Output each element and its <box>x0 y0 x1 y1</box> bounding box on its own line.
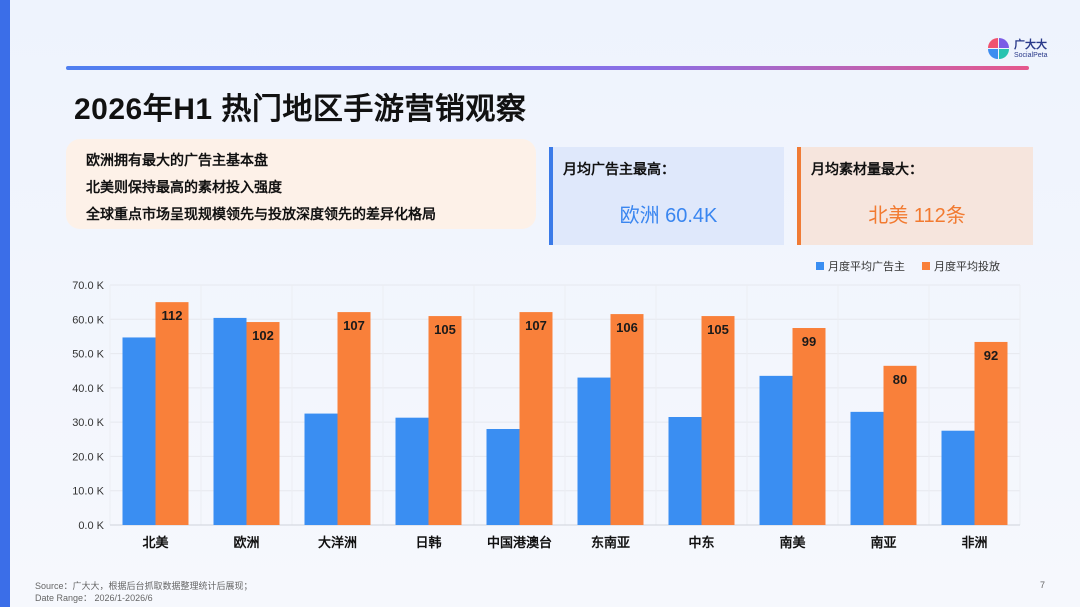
stat-card-advertisers: 月均广告主最高： 欧洲 60.4K <box>549 147 784 245</box>
bar-advertisers <box>577 377 611 525</box>
x-category-label: 北美 <box>142 535 169 550</box>
bar-data-label: 92 <box>984 348 998 363</box>
stat-card-creatives: 月均素材量最大： 北美 112条 <box>797 147 1033 245</box>
y-tick-label: 50.0 K <box>72 349 104 361</box>
x-category-label: 东南亚 <box>591 535 630 550</box>
stat-label-creatives: 月均素材量最大： <box>811 161 923 177</box>
socialpeta-logo-icon <box>988 38 1010 60</box>
summary-line-3: 全球重点市场呈现规模领先与投放深度领先的差异化格局 <box>86 206 436 222</box>
bar-data-label: 102 <box>252 328 274 343</box>
bar-creatives <box>155 302 189 525</box>
bar-creatives <box>792 328 826 525</box>
y-tick-label: 10.0 K <box>72 486 104 498</box>
bar-advertisers <box>668 417 702 525</box>
bar-data-label: 107 <box>343 318 365 333</box>
left-accent-bar <box>0 0 10 607</box>
x-category-label: 中东 <box>688 535 714 550</box>
bar-data-label: 80 <box>893 372 907 387</box>
x-category-label: 中国港澳台 <box>487 535 552 550</box>
y-tick-label: 30.0 K <box>72 417 104 429</box>
bar-advertisers <box>486 429 520 525</box>
y-tick-label: 40.0 K <box>72 383 104 395</box>
stat-value-advertisers: 欧洲 60.4K <box>619 205 718 227</box>
date-range-note: Date Range： 2026/1-2026/6 <box>35 593 153 603</box>
bar-data-label: 105 <box>707 322 729 337</box>
brand-logo-group: 广大大 SocialPeta <box>988 38 1047 60</box>
page-title: 2026年H1 热门地区手游营销观察 <box>74 93 527 126</box>
x-category-label: 大洋洲 <box>318 535 357 550</box>
bar-creatives <box>974 341 1008 525</box>
y-tick-label: 0.0 K <box>78 520 104 532</box>
bar-advertisers <box>850 411 884 525</box>
stat-label-advertisers: 月均广告主最高： <box>563 161 675 177</box>
summary-box: 欧洲拥有最大的广告主基本盘 北美则保持最高的素材投入强度 全球重点市场呈现规模领… <box>66 139 536 229</box>
bar-chart: 0.0 K 10.0 K 20.0 K 30.0 K 40.0 K 50.0 K 60.0 … <box>0 250 1080 560</box>
bar-chart-svg: 0.0 K 10.0 K 20.0 K 30.0 K 40.0 K 50.0 K 60.0 … <box>72 259 1021 550</box>
brand-name-cn: 广大大 <box>1014 38 1047 51</box>
x-category-label: 南美 <box>779 535 806 550</box>
bar-advertisers <box>759 375 793 525</box>
bar-creatives <box>337 312 371 525</box>
x-category-label: 日韩 <box>415 535 441 550</box>
page-number: 7 <box>1040 580 1046 590</box>
bar-data-label: 112 <box>162 308 183 323</box>
bar-data-label: 105 <box>434 322 456 337</box>
source-note: Source：广大大，根据后台抓取数据整理统计后展现； <box>35 581 253 591</box>
legend-label-advertisers: 月度平均广告主 <box>828 259 905 273</box>
legend-swatch-creatives <box>922 262 930 270</box>
summary-line-1: 欧洲拥有最大的广告主基本盘 <box>86 152 268 168</box>
bar-creatives <box>428 316 462 525</box>
bar-creatives <box>246 322 280 525</box>
bar-advertisers <box>941 430 975 525</box>
bar-advertisers <box>304 413 338 525</box>
bar-data-label: 106 <box>616 320 638 335</box>
x-category-label: 南亚 <box>870 535 896 550</box>
y-tick-label: 60.0 K <box>72 314 104 326</box>
bar-data-label: 99 <box>802 334 816 349</box>
footer-source: Source：广大大，根据后台抓取数据整理统计后展现； Date Range： … <box>35 580 253 604</box>
bar-advertisers <box>122 337 156 525</box>
brand-name-en: SocialPeta <box>1014 51 1048 59</box>
bar-creatives <box>610 314 644 525</box>
bar-advertisers <box>213 317 247 525</box>
summary-line-2: 北美则保持最高的素材投入强度 <box>86 179 282 195</box>
legend-swatch-advertisers <box>816 262 824 270</box>
x-category-label: 非洲 <box>961 535 987 550</box>
bar-creatives <box>883 365 917 525</box>
x-category-label: 欧洲 <box>233 535 259 550</box>
bar-creatives <box>701 316 735 525</box>
bar-advertisers <box>395 417 429 525</box>
header-divider <box>66 66 1029 70</box>
y-tick-label: 70.0 K <box>72 280 104 292</box>
bar-creatives <box>519 312 553 525</box>
bar-data-label: 107 <box>525 318 547 333</box>
y-tick-label: 20.0 K <box>72 451 104 463</box>
stat-value-creatives: 北美 112条 <box>868 205 966 227</box>
legend-label-creatives: 月度平均投放 <box>934 259 1000 273</box>
